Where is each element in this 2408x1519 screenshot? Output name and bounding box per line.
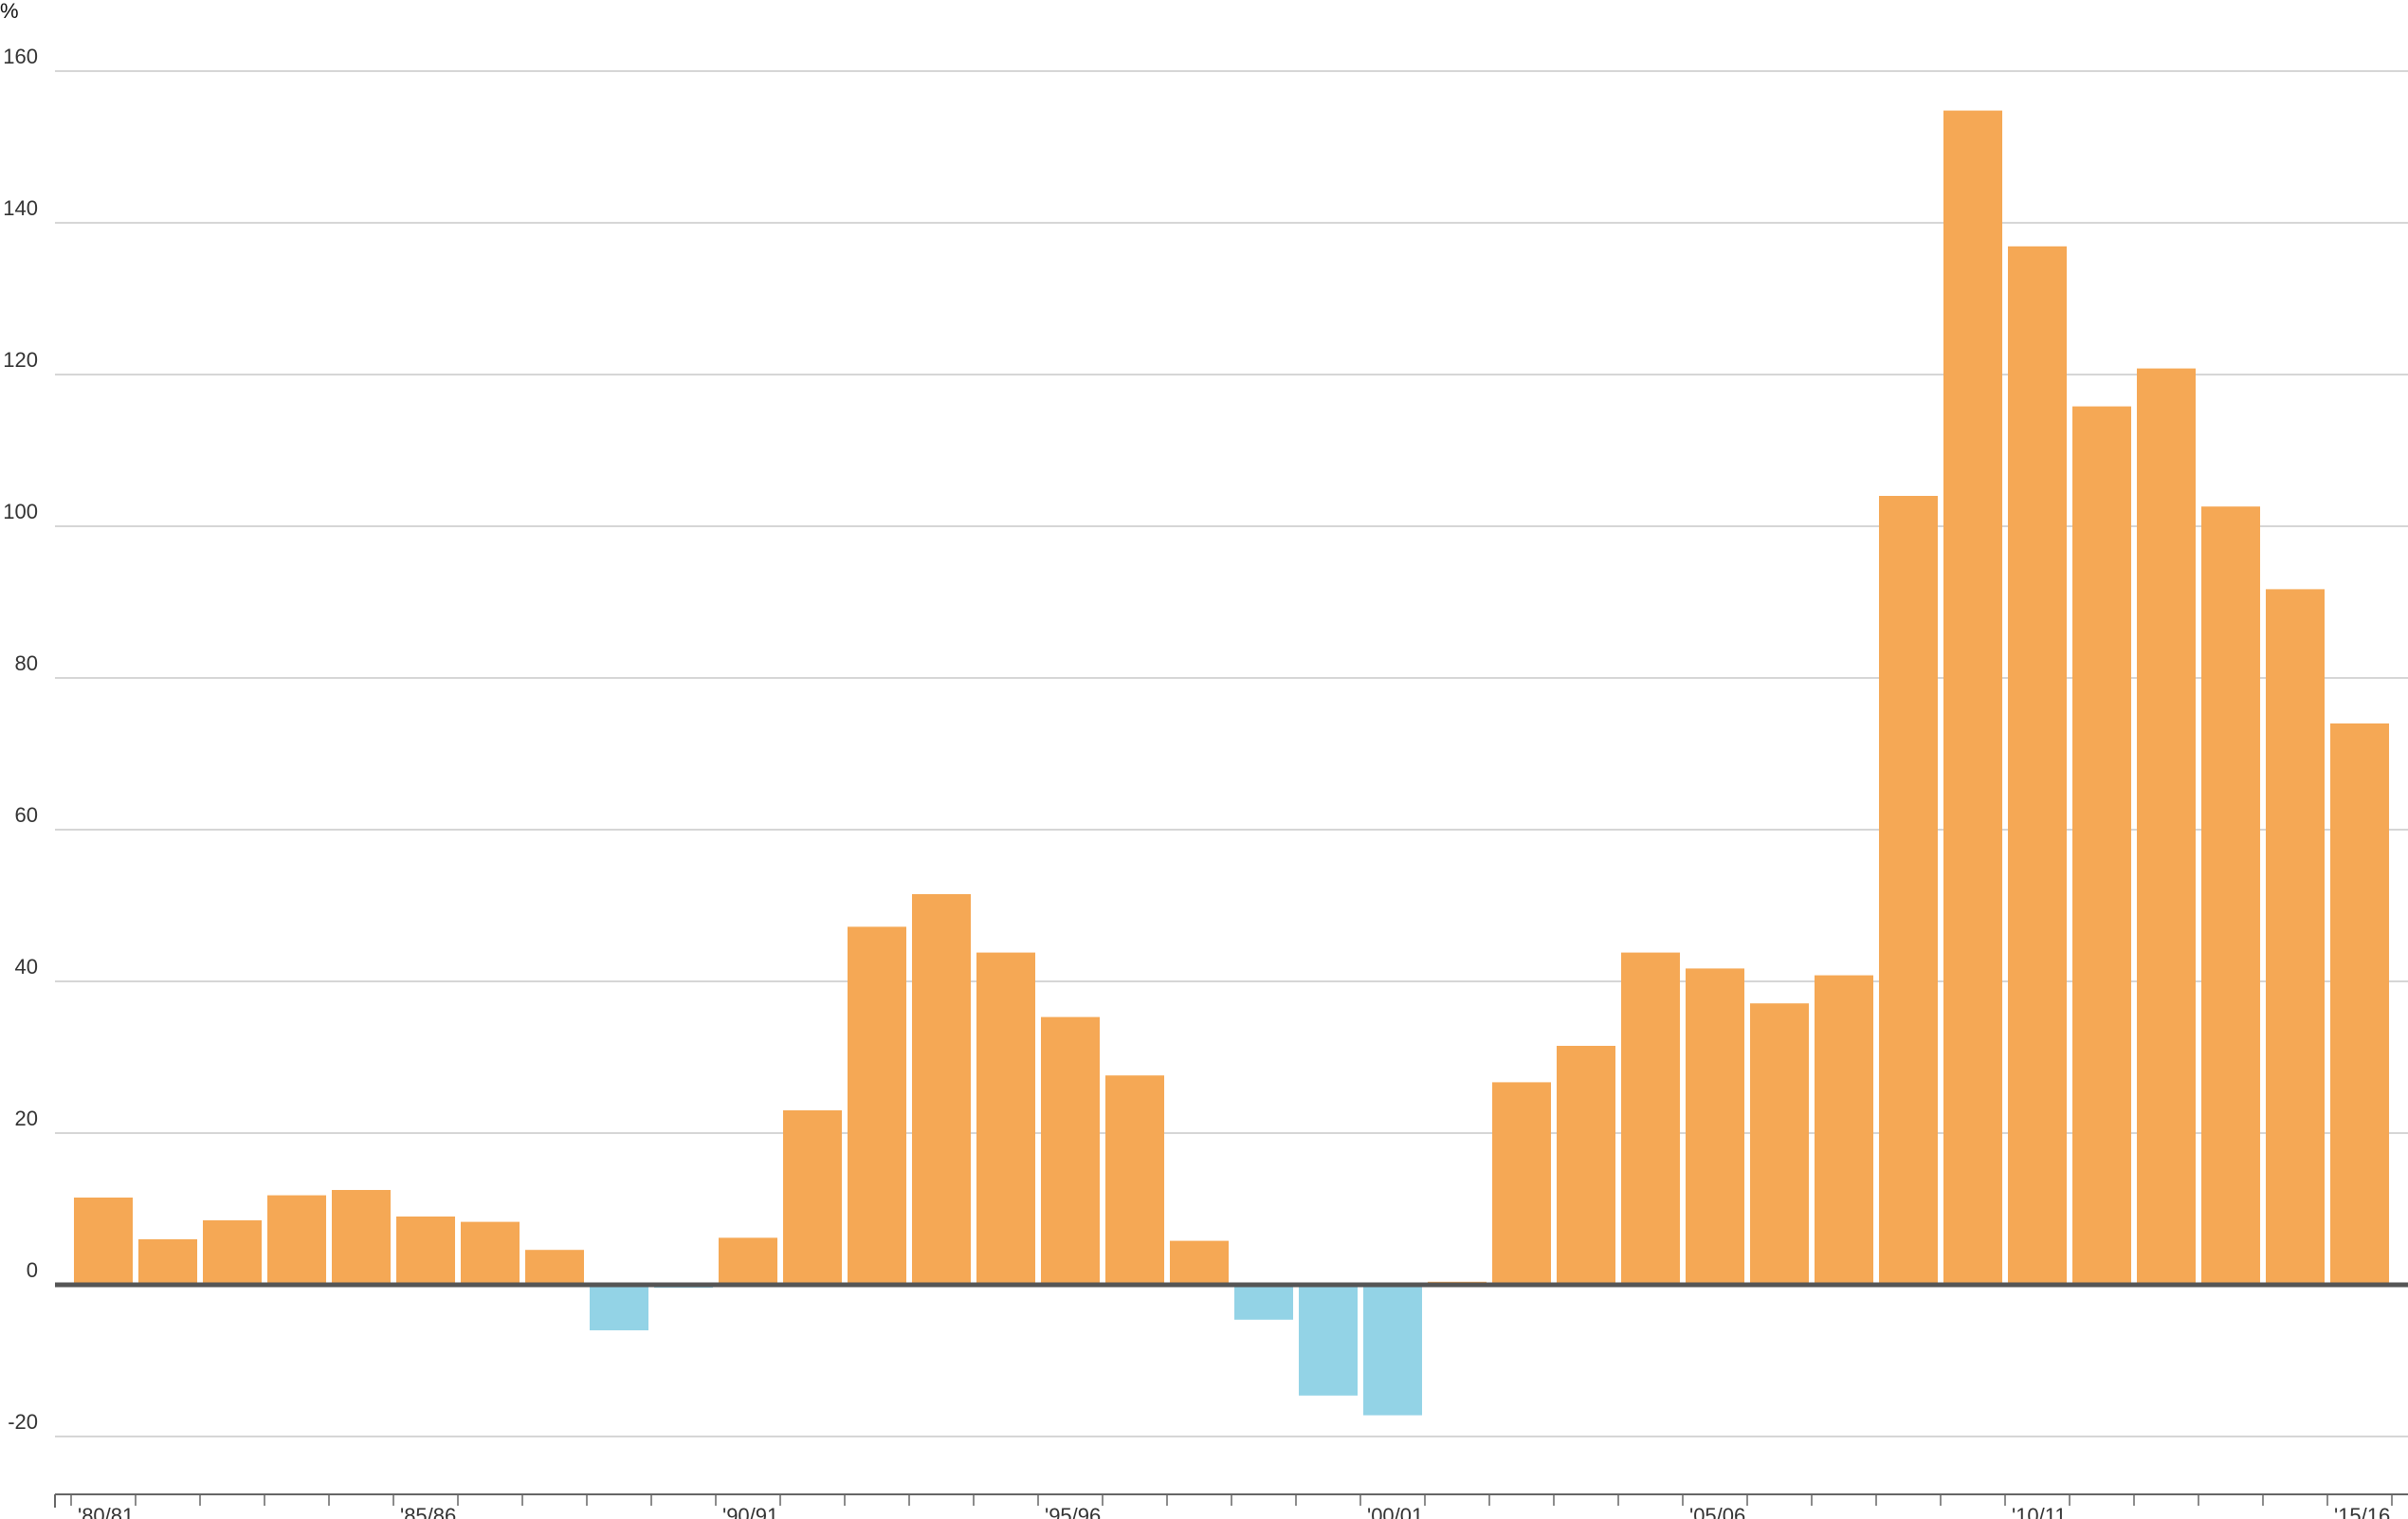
- y-tick-label: 40: [15, 955, 38, 979]
- bar-2003-04: [1557, 1046, 1615, 1285]
- bar-1991-92: [783, 1110, 842, 1285]
- bar-1984-85: [332, 1190, 391, 1285]
- bar-2009-10: [1943, 110, 2002, 1286]
- bar-2008-09: [1879, 496, 1938, 1285]
- y-tick-label: 160: [3, 45, 38, 68]
- x-tick-label: '05/06: [1689, 1504, 1745, 1519]
- bar-2005-06: [1686, 968, 1744, 1285]
- y-axis-unit-label: %: [0, 0, 19, 23]
- bar-2010-11: [2008, 246, 2067, 1285]
- y-tick-label: 0: [27, 1258, 38, 1282]
- x-tick-label: '15/16: [2334, 1504, 2390, 1519]
- bar-2012-13: [2137, 368, 2196, 1286]
- x-tick-label: '85/86: [400, 1504, 456, 1519]
- bar-2013-14: [2201, 506, 2260, 1285]
- bar-2011-12: [2072, 406, 2131, 1286]
- y-tick-label: -20: [8, 1410, 38, 1434]
- gridlines: [55, 70, 2408, 1437]
- bar-1980-81: [74, 1198, 133, 1285]
- bar-2000-01: [1363, 1285, 1422, 1416]
- bar-1987-88: [525, 1250, 584, 1285]
- bar-1995-96: [1041, 1016, 1100, 1285]
- bar-1988-89: [590, 1285, 648, 1330]
- x-tick-label: '90/91: [722, 1504, 778, 1519]
- bar-1990-91: [719, 1237, 777, 1285]
- bar-1982-83: [203, 1220, 262, 1285]
- bar-1992-93: [848, 926, 906, 1285]
- y-tick-label: 80: [15, 651, 38, 675]
- bar-2002-03: [1492, 1082, 1551, 1285]
- x-tick-label: '80/81: [78, 1504, 134, 1519]
- bar-1986-87: [461, 1221, 520, 1285]
- bar-1993-94: [912, 894, 971, 1285]
- bar-2006-07: [1750, 1003, 1809, 1285]
- bar-1997-98: [1170, 1240, 1229, 1285]
- x-axis: '80/81 '85/86 '90/91 '95/96 '00/01 '05/06 '10/…: [54, 1493, 2408, 1519]
- x-tick-label: '10/11: [2012, 1504, 2067, 1519]
- y-tick-label: 120: [3, 348, 38, 372]
- y-tick-label: 60: [15, 803, 38, 827]
- x-tick-label: '00/01: [1367, 1504, 1423, 1519]
- bar-1999-00: [1299, 1285, 1358, 1396]
- y-tick-label: 20: [15, 1107, 38, 1130]
- y-axis-ticks: -20 0 20 40 60 80 100 120 140 160: [3, 45, 38, 1434]
- bar-2014-15: [2266, 589, 2325, 1285]
- bar-1998-99: [1234, 1285, 1293, 1320]
- y-tick-label: 140: [3, 196, 38, 220]
- bar-1994-95: [976, 952, 1035, 1285]
- bar-1981-82: [138, 1239, 197, 1285]
- bars: [74, 110, 2389, 1416]
- bar-1985-86: [396, 1217, 455, 1285]
- bar-1983-84: [267, 1195, 326, 1285]
- bar-2004-05: [1621, 952, 1680, 1285]
- bar-2015-16: [2330, 723, 2389, 1285]
- x-tick-label: '95/96: [1045, 1504, 1101, 1519]
- y-tick-label: 100: [3, 500, 38, 523]
- bar-1996-97: [1105, 1075, 1164, 1285]
- bar-2007-08: [1815, 975, 1873, 1285]
